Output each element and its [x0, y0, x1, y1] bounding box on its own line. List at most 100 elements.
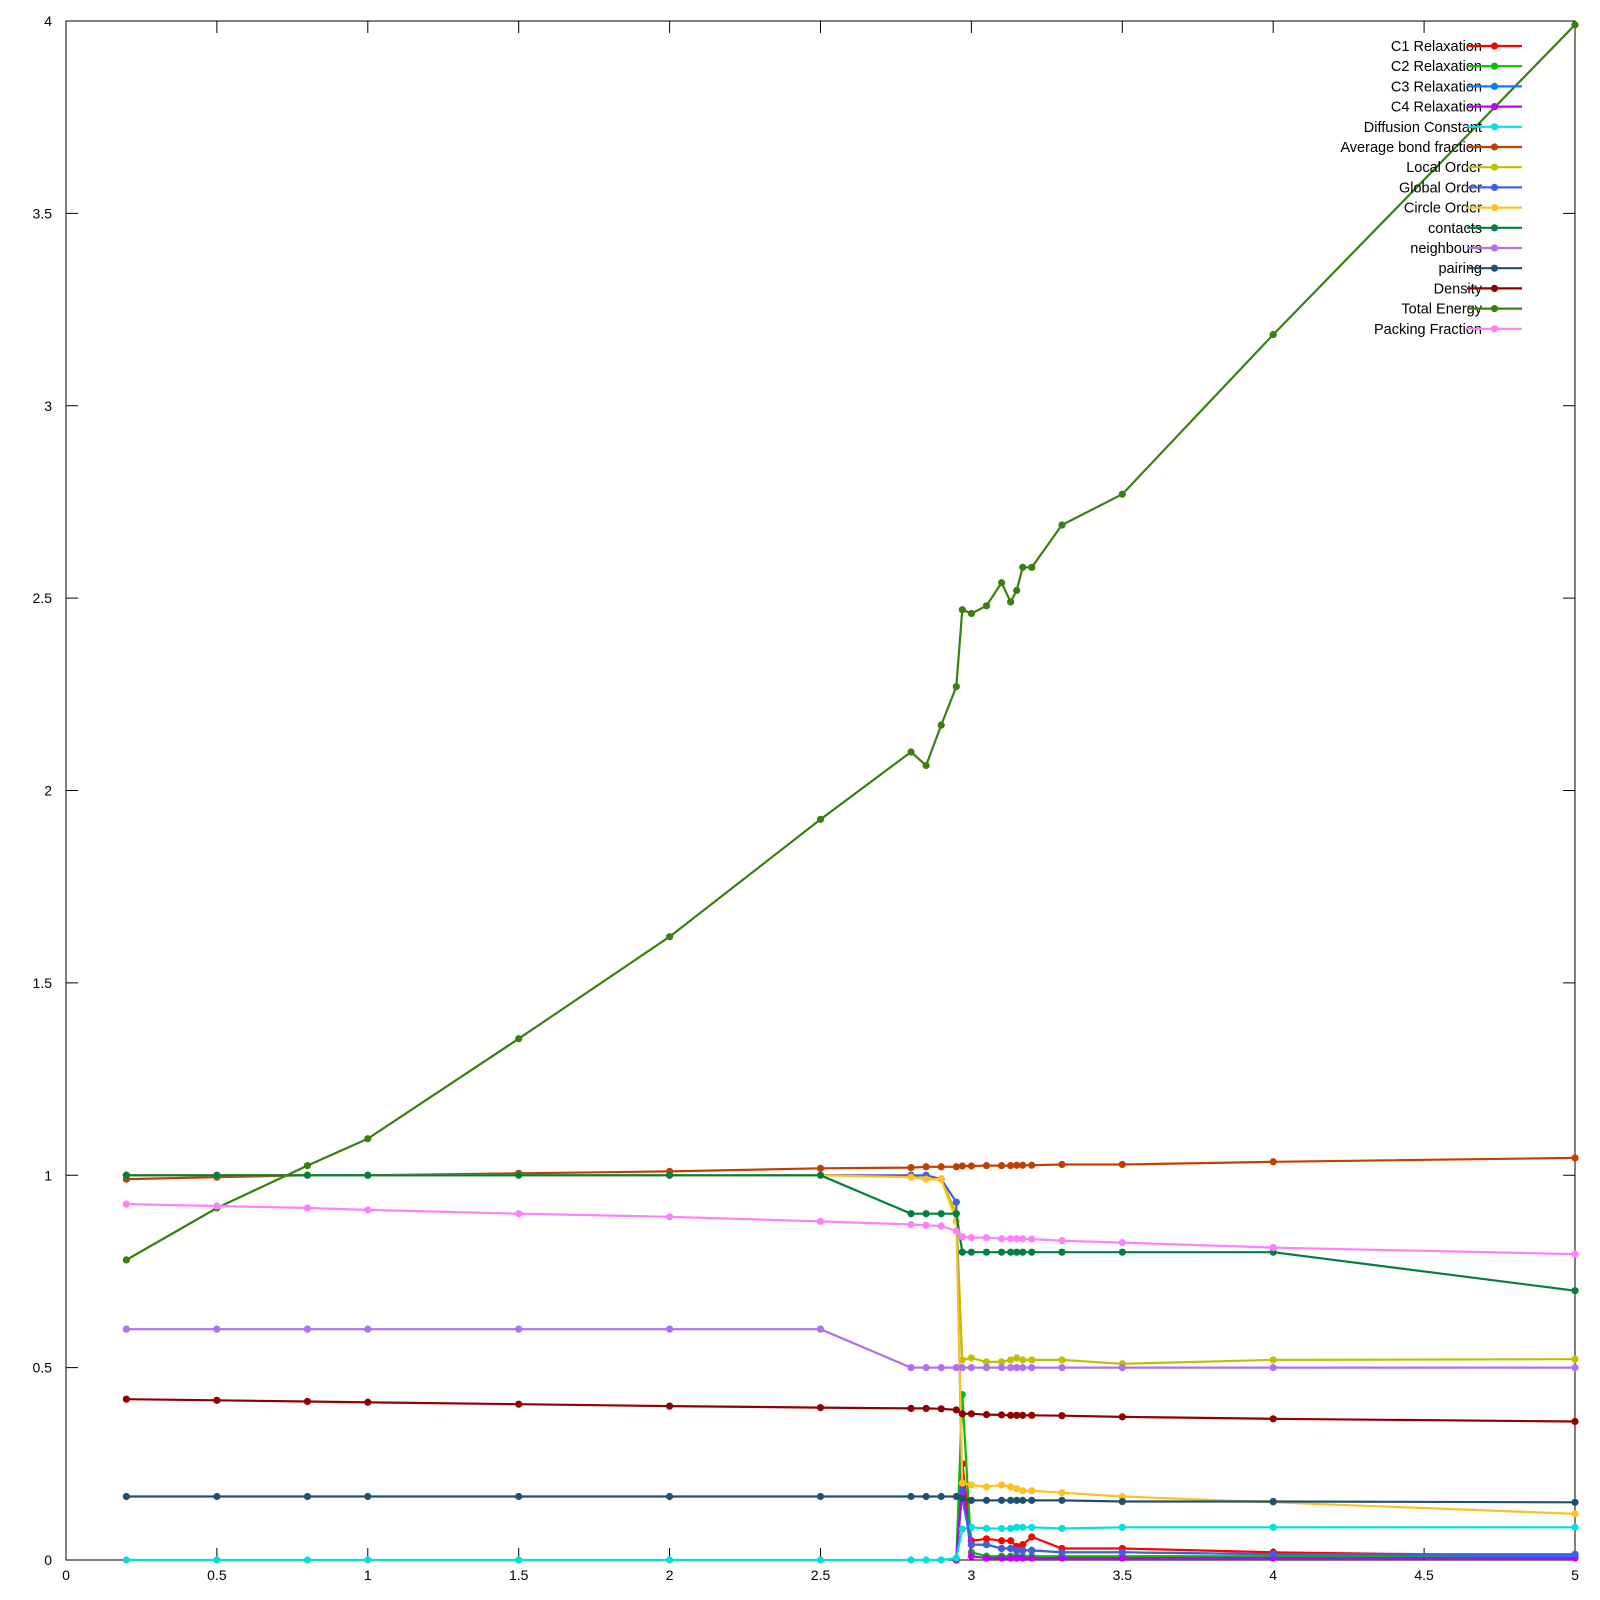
data-point	[1019, 1356, 1027, 1364]
data-point	[937, 1405, 945, 1413]
data-point	[213, 1396, 221, 1404]
data-point	[515, 1035, 523, 1043]
legend-entry-label: C4 Relaxation	[1391, 100, 1482, 116]
data-point	[666, 933, 674, 941]
data-point	[958, 1525, 966, 1533]
data-point	[122, 1556, 130, 1564]
data-point	[816, 1171, 825, 1179]
data-point	[997, 1481, 1006, 1489]
data-point	[952, 1163, 960, 1171]
data-point	[958, 1494, 966, 1503]
data-point	[997, 579, 1006, 587]
data-point	[1019, 1554, 1027, 1562]
data-point	[1058, 1356, 1066, 1364]
data-point	[1028, 1248, 1036, 1256]
legend-swatch-point	[1490, 163, 1499, 171]
data-point	[907, 1163, 915, 1172]
data-point	[1269, 1523, 1277, 1531]
data-point	[958, 1479, 966, 1487]
data-point	[1019, 1546, 1027, 1554]
x-tick-label: 1.5	[509, 1567, 529, 1583]
data-point	[952, 1227, 960, 1235]
data-point	[1571, 1287, 1579, 1295]
data-point	[907, 1404, 915, 1413]
data-point	[1028, 1161, 1036, 1169]
series-line	[126, 1203, 1576, 1256]
x-tick-label: 0.5	[207, 1567, 227, 1583]
data-point	[967, 1233, 976, 1242]
series-density	[122, 1395, 1579, 1426]
data-point	[1013, 1354, 1021, 1362]
series-group	[122, 21, 1579, 1564]
data-point	[515, 1171, 523, 1179]
data-point	[1028, 1523, 1036, 1531]
x-tick-label: 3	[968, 1567, 976, 1583]
data-point	[816, 815, 825, 823]
data-point	[303, 1325, 312, 1333]
data-point	[982, 1364, 991, 1372]
data-point	[1007, 598, 1015, 606]
data-point	[666, 1556, 674, 1564]
data-point	[1019, 1161, 1027, 1169]
legend-entry-label: Local Order	[1406, 160, 1482, 176]
data-point	[1013, 1485, 1021, 1493]
data-point	[1007, 1411, 1015, 1419]
data-point	[666, 1402, 674, 1410]
series-line	[126, 1174, 1576, 1365]
legend-swatch-point	[1490, 82, 1499, 90]
series-line	[955, 1481, 1575, 1561]
data-point	[1058, 1160, 1066, 1169]
data-point	[303, 1204, 312, 1212]
data-point	[816, 1492, 825, 1501]
data-point	[997, 1162, 1006, 1170]
data-point	[958, 1248, 966, 1256]
data-point	[364, 1398, 372, 1406]
data-point	[303, 1162, 312, 1170]
data-point	[1028, 1235, 1036, 1243]
data-point	[1571, 1550, 1579, 1558]
data-point	[364, 1135, 372, 1143]
data-point	[1571, 1154, 1579, 1162]
data-point	[997, 1411, 1006, 1419]
legend-entry-label: C3 Relaxation	[1391, 79, 1482, 95]
data-point	[1571, 1417, 1579, 1426]
data-point	[1118, 1554, 1126, 1562]
data-point	[1007, 1537, 1015, 1545]
data-point	[122, 1395, 130, 1403]
series-line	[126, 1328, 1575, 1369]
data-point	[952, 1364, 960, 1372]
data-point	[937, 1492, 945, 1501]
data-point	[1118, 1523, 1126, 1531]
y-tick-label: 1	[44, 1167, 52, 1183]
legend-entry-label: Global Order	[1399, 180, 1482, 196]
data-point	[922, 1221, 930, 1229]
x-tick-label: 5	[1571, 1567, 1579, 1583]
data-point	[907, 1492, 915, 1501]
data-point	[937, 1163, 945, 1171]
data-point	[1007, 1483, 1015, 1491]
series-average-bond-fraction	[122, 1154, 1579, 1183]
data-point	[937, 1210, 945, 1218]
data-point	[1269, 1497, 1277, 1506]
legend: C1 Relaxation C2 Relaxation C3 Relaxation C…	[1340, 39, 1522, 338]
series-c1-relaxation	[952, 1460, 1579, 1564]
data-point	[213, 1202, 221, 1210]
data-point	[1058, 1548, 1066, 1556]
data-point	[1013, 1554, 1021, 1562]
data-point	[1028, 1411, 1036, 1419]
data-point	[1019, 563, 1027, 571]
data-point	[997, 1358, 1006, 1366]
data-point	[1269, 330, 1277, 339]
data-point	[1028, 1546, 1036, 1554]
series-pairing	[122, 1492, 1579, 1506]
data-point	[922, 1556, 930, 1564]
data-point	[952, 1210, 960, 1218]
data-point	[1571, 1364, 1579, 1372]
data-point	[1013, 586, 1021, 595]
data-point	[937, 721, 945, 729]
data-point	[967, 1354, 976, 1362]
x-tick-label: 0	[62, 1567, 70, 1583]
data-point	[982, 602, 991, 610]
data-point	[1058, 1524, 1066, 1533]
data-point	[515, 1492, 523, 1501]
